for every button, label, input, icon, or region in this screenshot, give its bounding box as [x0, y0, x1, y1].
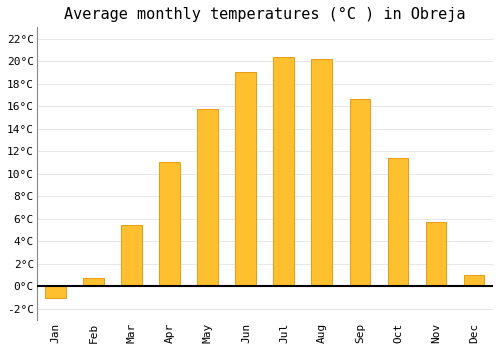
Title: Average monthly temperatures (°C ) in Obreja: Average monthly temperatures (°C ) in Ob…	[64, 7, 466, 22]
Bar	[122, 225, 142, 286]
Bar	[236, 72, 256, 286]
Bar	[388, 158, 408, 286]
Bar	[198, 110, 218, 286]
Bar	[160, 162, 180, 286]
Bar	[350, 99, 370, 286]
Bar	[312, 59, 332, 286]
Bar	[426, 222, 446, 286]
Bar	[84, 278, 104, 286]
Bar	[274, 57, 294, 286]
Bar	[464, 275, 484, 286]
Bar	[46, 286, 66, 297]
